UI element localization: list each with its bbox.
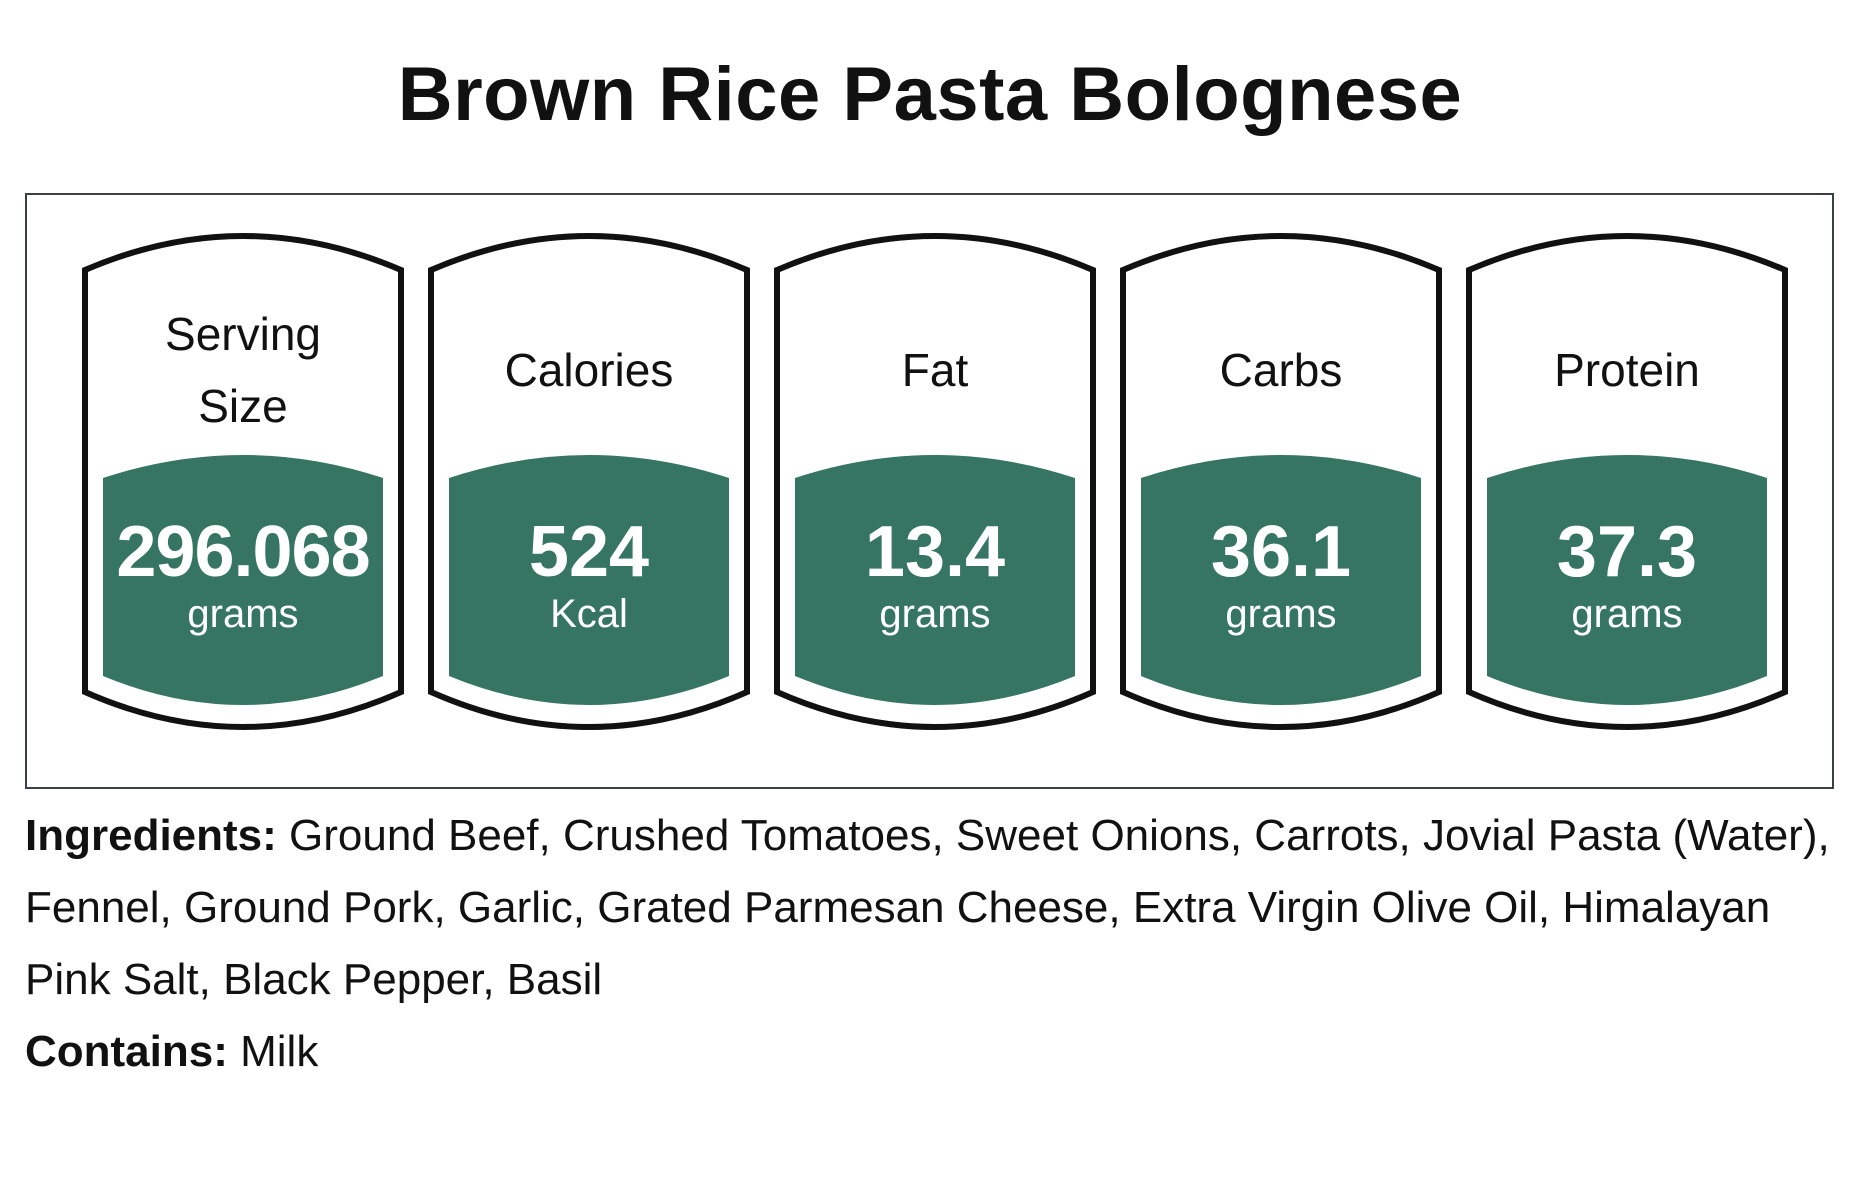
ingredients-text: Ground Beef, Crushed Tomatoes, Sweet Oni… — [25, 811, 1830, 1004]
nutrient-value: 524 — [528, 512, 650, 592]
nutrition-panel: Serving Size 296.068 grams Calories 524 … — [25, 193, 1834, 789]
nutrient-label: Serving Size — [81, 298, 405, 442]
nutrient-card-protein: Protein 37.3 grams — [1465, 232, 1789, 732]
nutrient-value: 36.1 — [1210, 512, 1352, 592]
nutrient-label-line-2: Size — [198, 380, 288, 432]
ingredients-paragraph: Ingredients: Ground Beef, Crushed Tomato… — [25, 800, 1835, 1016]
nutrient-unit: grams — [1571, 592, 1683, 636]
contains-text: Milk — [240, 1027, 319, 1076]
nutrient-label: Calories — [504, 344, 674, 396]
nutrient-value: 296.068 — [116, 512, 370, 592]
card-shape — [82, 233, 404, 730]
contains-paragraph: Contains: Milk — [25, 1016, 1835, 1088]
nutrient-label: Carbs — [1219, 344, 1343, 396]
card-shape — [428, 233, 750, 730]
nutrient-unit: grams — [1225, 592, 1337, 636]
nutrient-value: 37.3 — [1556, 512, 1698, 592]
product-info: Ingredients: Ground Beef, Crushed Tomato… — [25, 800, 1835, 1088]
nutrient-card-serving-size: Serving Size 296.068 grams — [81, 232, 405, 732]
contains-label: Contains: — [25, 1027, 228, 1076]
nutrient-card-calories: Calories 524 Kcal — [427, 232, 751, 732]
nutrient-unit: Kcal — [550, 592, 628, 636]
nutrient-card-fat: Fat 13.4 grams — [773, 232, 1097, 732]
nutrient-unit: grams — [187, 592, 299, 636]
page-title: Brown Rice Pasta Bolognese — [397, 52, 1463, 137]
nutrient-label-line-1: Serving — [165, 308, 321, 360]
nutrient-label: Protein — [1554, 344, 1700, 396]
nutrient-label: Fat — [901, 344, 969, 396]
nutrient-value: 13.4 — [864, 512, 1006, 592]
card-shape — [774, 233, 1096, 730]
nutrient-unit: grams — [879, 592, 991, 636]
card-shape — [1466, 233, 1788, 730]
nutrient-card-carbs: Carbs 36.1 grams — [1119, 232, 1443, 732]
card-shape — [1120, 233, 1442, 730]
ingredients-label: Ingredients: — [25, 811, 277, 860]
